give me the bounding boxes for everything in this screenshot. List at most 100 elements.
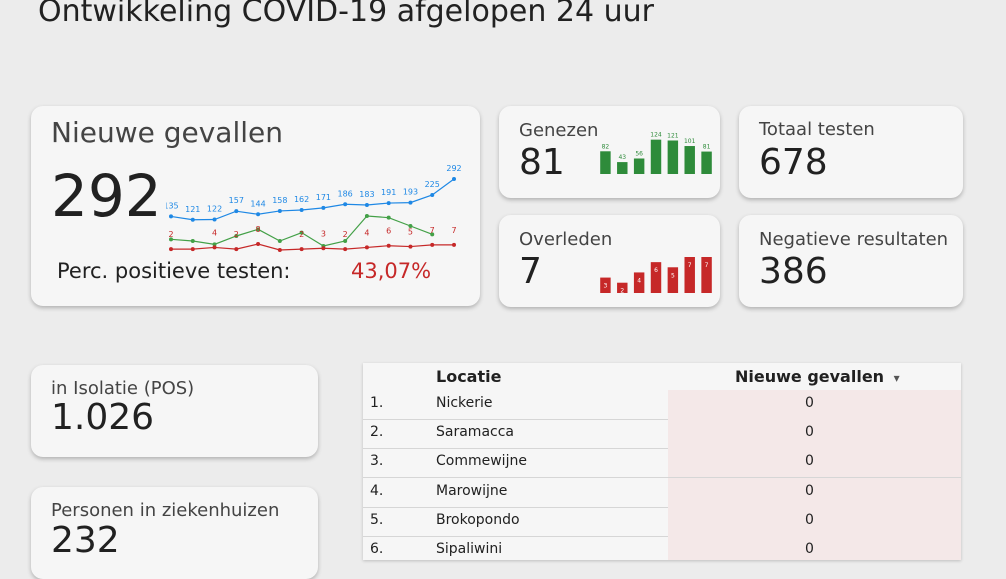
row-index: 1. — [370, 395, 384, 411]
data-point — [299, 247, 304, 252]
data-label: 292 — [446, 164, 461, 173]
data-label: 6 — [386, 227, 391, 236]
data-label: 162 — [294, 195, 309, 204]
negatieve-resultaten-card: Negatieve resultaten 386 — [739, 215, 963, 307]
data-label: 225 — [425, 180, 440, 189]
data-point — [169, 247, 173, 252]
bar-label: 121 — [667, 132, 679, 139]
bar-label: 7 — [688, 262, 692, 269]
data-label: 193 — [403, 188, 418, 197]
bar — [600, 277, 611, 293]
isolatie-card: in Isolatie (POS) 1.026 — [31, 365, 318, 457]
bar — [701, 257, 712, 293]
value-cell-bg — [668, 448, 961, 478]
bar — [684, 146, 695, 174]
data-point — [452, 177, 456, 181]
overleden-card: Overleden 7 3 2 4 6 5 7 7 — [499, 215, 720, 307]
bar-label: 82 — [602, 143, 610, 150]
overleden-value: 7 — [519, 251, 542, 292]
value-cell-bg — [668, 506, 961, 536]
data-label: 183 — [359, 190, 374, 199]
data-point — [190, 239, 195, 243]
data-label: 158 — [272, 196, 287, 205]
data-label: 157 — [229, 196, 244, 205]
row-nieuwe-gevallen: 0 — [805, 395, 814, 411]
data-point — [321, 246, 326, 251]
isolatie-label: in Isolatie (POS) — [51, 378, 195, 399]
nieuwe-gevallen-card: Nieuwe gevallen 292 135 121 122 157 144 158 16… — [31, 106, 480, 306]
data-point — [169, 214, 173, 219]
data-label: 121 — [185, 205, 200, 214]
row-nieuwe-gevallen: 0 — [805, 482, 814, 499]
data-point — [386, 215, 391, 220]
bar-label: 101 — [684, 138, 696, 145]
bar — [684, 257, 695, 293]
data-point — [190, 217, 195, 222]
column-header-nieuwe-gevallen[interactable]: Nieuwe gevallen ▾ — [735, 367, 900, 386]
row-locatie: Sipaliwini — [436, 541, 503, 557]
bar-label: 3 — [604, 283, 608, 290]
data-label: 7 — [451, 226, 456, 235]
bar-label: 5 — [671, 272, 675, 279]
row-index: 5. — [370, 511, 384, 528]
row-index: 3. — [370, 453, 384, 470]
row-index: 6. — [370, 541, 384, 557]
positieve-testen-label: Perc. positieve testen: — [57, 259, 291, 283]
value-cell-bg — [668, 536, 961, 560]
table-row[interactable]: 5. Brokopondo 0 — [363, 506, 961, 537]
data-point — [408, 244, 413, 249]
table-row[interactable]: 1. Nickerie 0 — [363, 390, 961, 420]
data-point — [408, 200, 413, 205]
data-label: 191 — [381, 188, 396, 197]
overleden-bar-chart: 3 2 4 6 5 7 7 — [600, 257, 712, 295]
bar — [600, 151, 611, 174]
bar — [650, 262, 662, 293]
table-row[interactable]: 6. Sipaliwini 0 — [363, 536, 961, 560]
data-label: 5 — [408, 228, 413, 237]
data-point — [430, 192, 435, 197]
bar — [667, 140, 679, 174]
data-point — [364, 214, 369, 218]
row-locatie: Commewijne — [436, 453, 527, 470]
row-index: 4. — [370, 482, 384, 499]
data-label: 8 — [256, 225, 261, 234]
bar-label: 4 — [637, 277, 641, 284]
data-label: 144 — [250, 199, 265, 208]
row-locatie: Saramacca — [436, 424, 514, 441]
genezen-bar-chart: 82 43 56 124 121 101 81 — [600, 132, 712, 174]
nieuwe-gevallen-value: 292 — [51, 162, 162, 230]
series-line-2 — [171, 243, 454, 251]
nieuwe-gevallen-sparkline: 1351211221571441581621711861831911932252… — [166, 164, 462, 252]
data-point — [277, 208, 282, 213]
row-nieuwe-gevallen: 0 — [805, 424, 814, 441]
data-point — [212, 245, 217, 250]
ziekenhuis-card: Personen in ziekenhuizen 232 — [31, 487, 318, 579]
series-line-0 — [170, 178, 455, 221]
table-row[interactable]: 2. Saramacca 0 — [363, 419, 961, 450]
data-point — [234, 247, 239, 252]
data-point — [212, 242, 217, 247]
data-point — [430, 232, 435, 237]
bar — [650, 139, 662, 174]
data-label: 2 — [299, 230, 304, 239]
column-header-locatie[interactable]: Locatie — [436, 367, 502, 386]
genezen-value: 81 — [519, 142, 565, 183]
table-row[interactable]: 3. Commewijne 0 — [363, 448, 961, 479]
data-label: 186 — [338, 189, 353, 198]
negatieve-resultaten-value: 386 — [759, 251, 828, 292]
ziekenhuis-label: Personen in ziekenhuizen — [51, 500, 280, 521]
data-point — [277, 239, 282, 243]
sort-descending-icon[interactable]: ▾ — [893, 371, 900, 385]
row-nieuwe-gevallen: 0 — [805, 511, 814, 528]
data-point — [299, 230, 304, 235]
row-index: 2. — [370, 424, 384, 441]
data-label: 3 — [321, 229, 326, 238]
ziekenhuis-value: 232 — [51, 520, 120, 561]
isolatie-value: 1.026 — [51, 397, 155, 438]
bar — [617, 282, 628, 293]
genezen-card: Genezen 81 82 43 56 124 121 101 81 — [499, 106, 720, 198]
table-row[interactable]: 4. Marowijne 0 — [363, 477, 961, 508]
positieve-testen-value: 43,07% — [351, 259, 432, 283]
data-point — [256, 212, 261, 217]
data-point — [408, 224, 413, 228]
